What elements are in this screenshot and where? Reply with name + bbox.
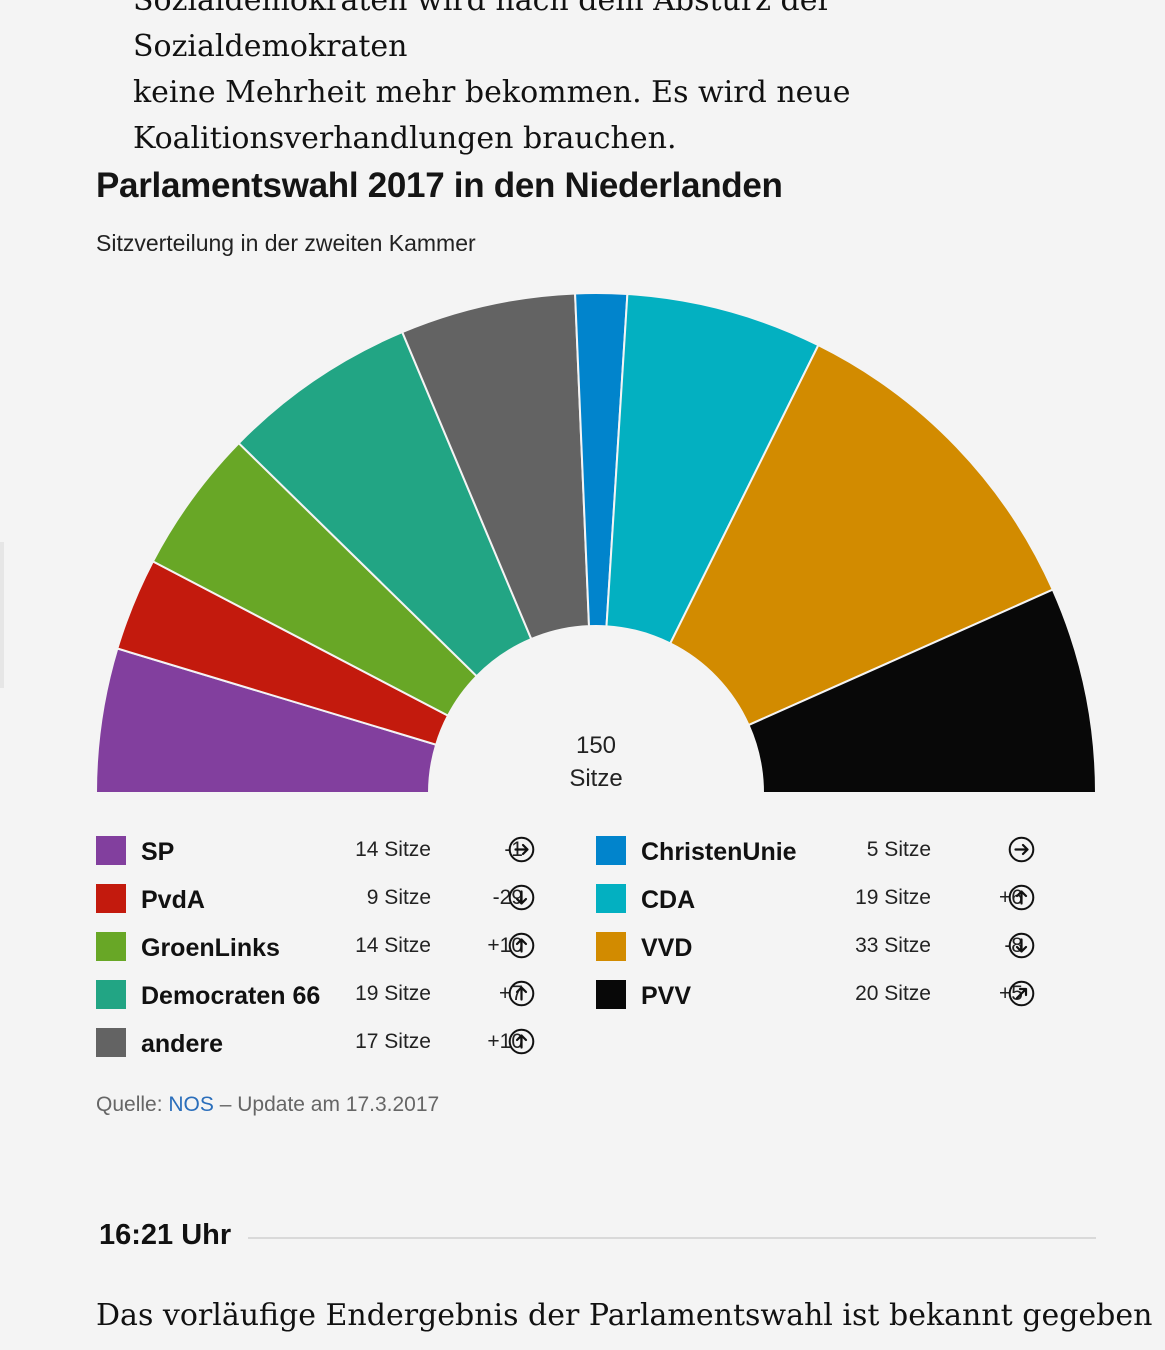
trend-up-icon xyxy=(1008,884,1035,911)
outro-text: Das vorläufige Endergebnis der Parlament… xyxy=(96,1298,1153,1333)
legend-party-name: PVV xyxy=(641,982,692,1010)
legend-swatch xyxy=(596,932,626,961)
chart-subtitle: Sitzverteilung in der zweiten Kammer xyxy=(96,230,476,256)
legend-seat-change: +6 xyxy=(999,886,1023,909)
trend-up-icon xyxy=(508,980,535,1007)
legend-swatch xyxy=(596,884,626,913)
trend-up-right-icon xyxy=(1008,980,1035,1007)
chart-title: Parlamentswahl 2017 in den Niederlanden xyxy=(96,166,783,205)
legend-right: ChristenUnie 5 Sitze CDA 19 Sitze +6 VVD 33 Si… xyxy=(596,830,1056,1022)
legend-party-name: Democraten 66 xyxy=(141,982,321,1010)
trend-right-icon xyxy=(508,836,535,863)
trend-down-icon xyxy=(508,884,535,911)
legend-seat-count: 14 Sitze xyxy=(355,838,431,861)
source-suffix: – Update am 17.3.2017 xyxy=(213,1093,440,1116)
legend-swatch xyxy=(96,932,126,961)
legend-party-name: CDA xyxy=(641,886,696,914)
legend-item: PVV 20 Sitze +5 xyxy=(596,974,1056,1022)
legend-seat-count: 5 Sitze xyxy=(866,838,931,861)
legend-party-name: VVD xyxy=(641,934,693,962)
legend-swatch xyxy=(596,836,626,865)
legend-seat-count: 33 Sitze xyxy=(855,934,931,957)
legend-item: Democraten 66 19 Sitze +7 xyxy=(96,974,556,1022)
legend-item: CDA 19 Sitze +6 xyxy=(596,878,1056,926)
legend-item: PvdA 9 Sitze -29 xyxy=(96,878,556,926)
trend-down-icon xyxy=(1008,932,1035,959)
legend-party-name: GroenLinks xyxy=(141,934,280,962)
legend-item: SP 14 Sitze -1 xyxy=(96,830,556,878)
legend-swatch xyxy=(96,980,126,1009)
trend-up-icon xyxy=(508,932,535,959)
legend-swatch xyxy=(596,980,626,1009)
intro-line: keine Mehrheit mehr bekommen. Es wird ne… xyxy=(133,75,851,110)
source-link[interactable]: NOS xyxy=(168,1093,214,1116)
source-prefix: Quelle: xyxy=(96,1093,169,1116)
legend-left: SP 14 Sitze -1 PvdA 9 Sitze -29 GroenLinks 14 S… xyxy=(96,830,556,1070)
legend-item: GroenLinks 14 Sitze +10 xyxy=(96,926,556,974)
side-tab[interactable] xyxy=(0,542,4,688)
timeline-time: 16:21 Uhr xyxy=(99,1219,232,1251)
legend-seat-change: +10 xyxy=(487,934,523,957)
slice-vvd xyxy=(668,343,1055,727)
legend-seat-change: -8 xyxy=(1004,934,1023,957)
total-seats-unit: Sitze xyxy=(569,765,622,792)
legend-swatch xyxy=(96,1028,126,1057)
legend-seat-count: 14 Sitze xyxy=(355,934,431,957)
legend-seat-count: 9 Sitze xyxy=(366,886,431,909)
legend-seat-change: -1 xyxy=(504,838,523,861)
legend-party-name: PvdA xyxy=(141,886,205,914)
trend-right-icon xyxy=(1008,836,1035,863)
legend-item: ChristenUnie 5 Sitze xyxy=(596,830,1056,878)
legend-seat-count: 19 Sitze xyxy=(855,886,931,909)
legend-party-name: andere xyxy=(141,1030,223,1058)
legend-seat-count: 20 Sitze xyxy=(855,982,931,1005)
intro-line: Sozialdemokraten wird nach dem Absturz d… xyxy=(133,0,832,64)
legend-swatch xyxy=(96,884,126,913)
legend-item: andere 17 Sitze +10 xyxy=(96,1022,556,1070)
legend-seat-change: +7 xyxy=(499,982,523,1005)
timeline-divider xyxy=(248,1237,1096,1239)
legend-seat-count: 19 Sitze xyxy=(355,982,431,1005)
intro-line: Koalitionsverhandlungen brauchen. xyxy=(133,121,677,156)
legend-swatch xyxy=(96,836,126,865)
intro-text: Sozialdemokraten wird nach dem Absturz d… xyxy=(133,0,1093,162)
legend-seat-change: +5 xyxy=(999,982,1023,1005)
legend-party-name: SP xyxy=(141,838,175,866)
trend-up-icon xyxy=(508,1028,535,1055)
legend-party-name: ChristenUnie xyxy=(641,838,797,866)
source-line: Quelle: NOS – Update am 17.3.2017 xyxy=(96,1093,439,1117)
legend-item: VVD 33 Sitze -8 xyxy=(596,926,1056,974)
legend-seat-change: -29 xyxy=(492,886,523,909)
total-seats-value: 150 xyxy=(576,732,616,759)
slice-pvv xyxy=(747,588,1098,794)
legend-seat-change: +10 xyxy=(487,1030,523,1053)
legend-seat-count: 17 Sitze xyxy=(355,1030,431,1053)
